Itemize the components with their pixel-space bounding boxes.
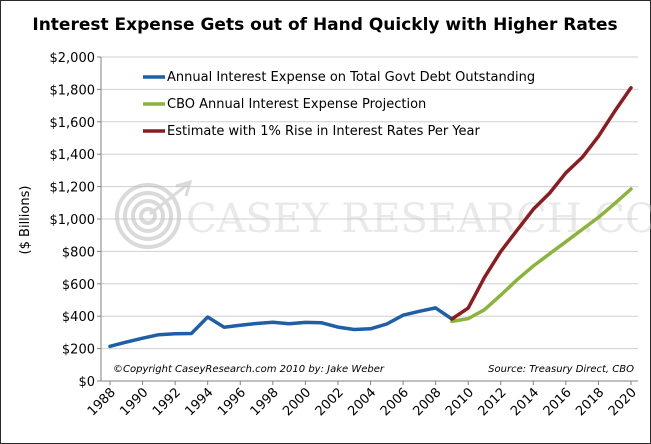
x-tick-label: 1996 xyxy=(215,385,249,419)
legend-label-2: CBO Annual Interest Expense Projection xyxy=(167,97,426,112)
series-lines xyxy=(108,86,633,349)
x-tick-label: 2020 xyxy=(606,385,640,419)
y-tick-label: $1,000 xyxy=(50,213,96,228)
x-tick-label: 1998 xyxy=(248,385,282,419)
y-tick-label: $0 xyxy=(78,375,95,390)
x-tick-label: 1992 xyxy=(150,385,184,419)
y-tick-label: $1,200 xyxy=(50,181,96,196)
source-note: Source: Treasury Direct, CBO xyxy=(488,364,634,375)
x-tick-label: 2000 xyxy=(280,385,314,419)
x-tick-label: 2002 xyxy=(313,385,347,419)
y-tick-label: $1,600 xyxy=(50,116,96,131)
x-tick-label: 1990 xyxy=(117,385,151,419)
legend-label-3: Estimate with 1% Rise in Interest Rates … xyxy=(167,124,481,139)
x-tick-label: 2004 xyxy=(345,385,379,419)
series-line-1 xyxy=(108,306,454,349)
axes xyxy=(97,56,638,385)
y-tick-label: $200 xyxy=(62,343,95,358)
x-tick-label: 2016 xyxy=(541,385,575,419)
copyright-note: ©Copyright CaseyResearch.com 2010 by: Ja… xyxy=(113,364,385,375)
x-tick-label: 2018 xyxy=(573,385,607,419)
series-line-2 xyxy=(450,187,633,324)
x-tick-label: 2014 xyxy=(508,385,542,419)
legend-label-1: Annual Interest Expense on Total Govt De… xyxy=(167,70,535,85)
gridlines xyxy=(101,56,638,350)
y-tick-label: $800 xyxy=(62,245,95,260)
legend: Annual Interest Expense on Total Govt De… xyxy=(143,70,535,139)
x-tick-label: 1994 xyxy=(183,385,217,419)
y-tick-label: $1,400 xyxy=(50,148,96,163)
x-tick-label: 2010 xyxy=(443,385,477,419)
y-tick-label: $1,800 xyxy=(50,83,96,98)
watermark-text: CASEY RESEARCH.COM xyxy=(186,196,651,242)
y-tick-label: $600 xyxy=(62,278,95,293)
y-tick-label: $2,000 xyxy=(50,51,96,66)
x-tick-label: 2006 xyxy=(378,385,412,419)
series-line-3 xyxy=(450,86,633,321)
y-axis-label: ($ Billions) xyxy=(18,186,33,255)
y-tick-labels: $0 $200 $400 $600 $800 $1,000 $1,200 $1,400 $1,6… xyxy=(50,51,96,390)
x-tick-label: 2008 xyxy=(410,385,444,419)
x-tick-label: 2012 xyxy=(476,385,510,419)
x-tick-labels: 1988199019921994199619982000200220042006… xyxy=(85,385,640,419)
y-tick-label: $400 xyxy=(62,310,95,325)
watermark-spiral-icon xyxy=(115,179,193,249)
x-tick-label: 1988 xyxy=(85,385,119,419)
chart-title: Interest Expense Gets out of Hand Quickl… xyxy=(32,15,617,35)
